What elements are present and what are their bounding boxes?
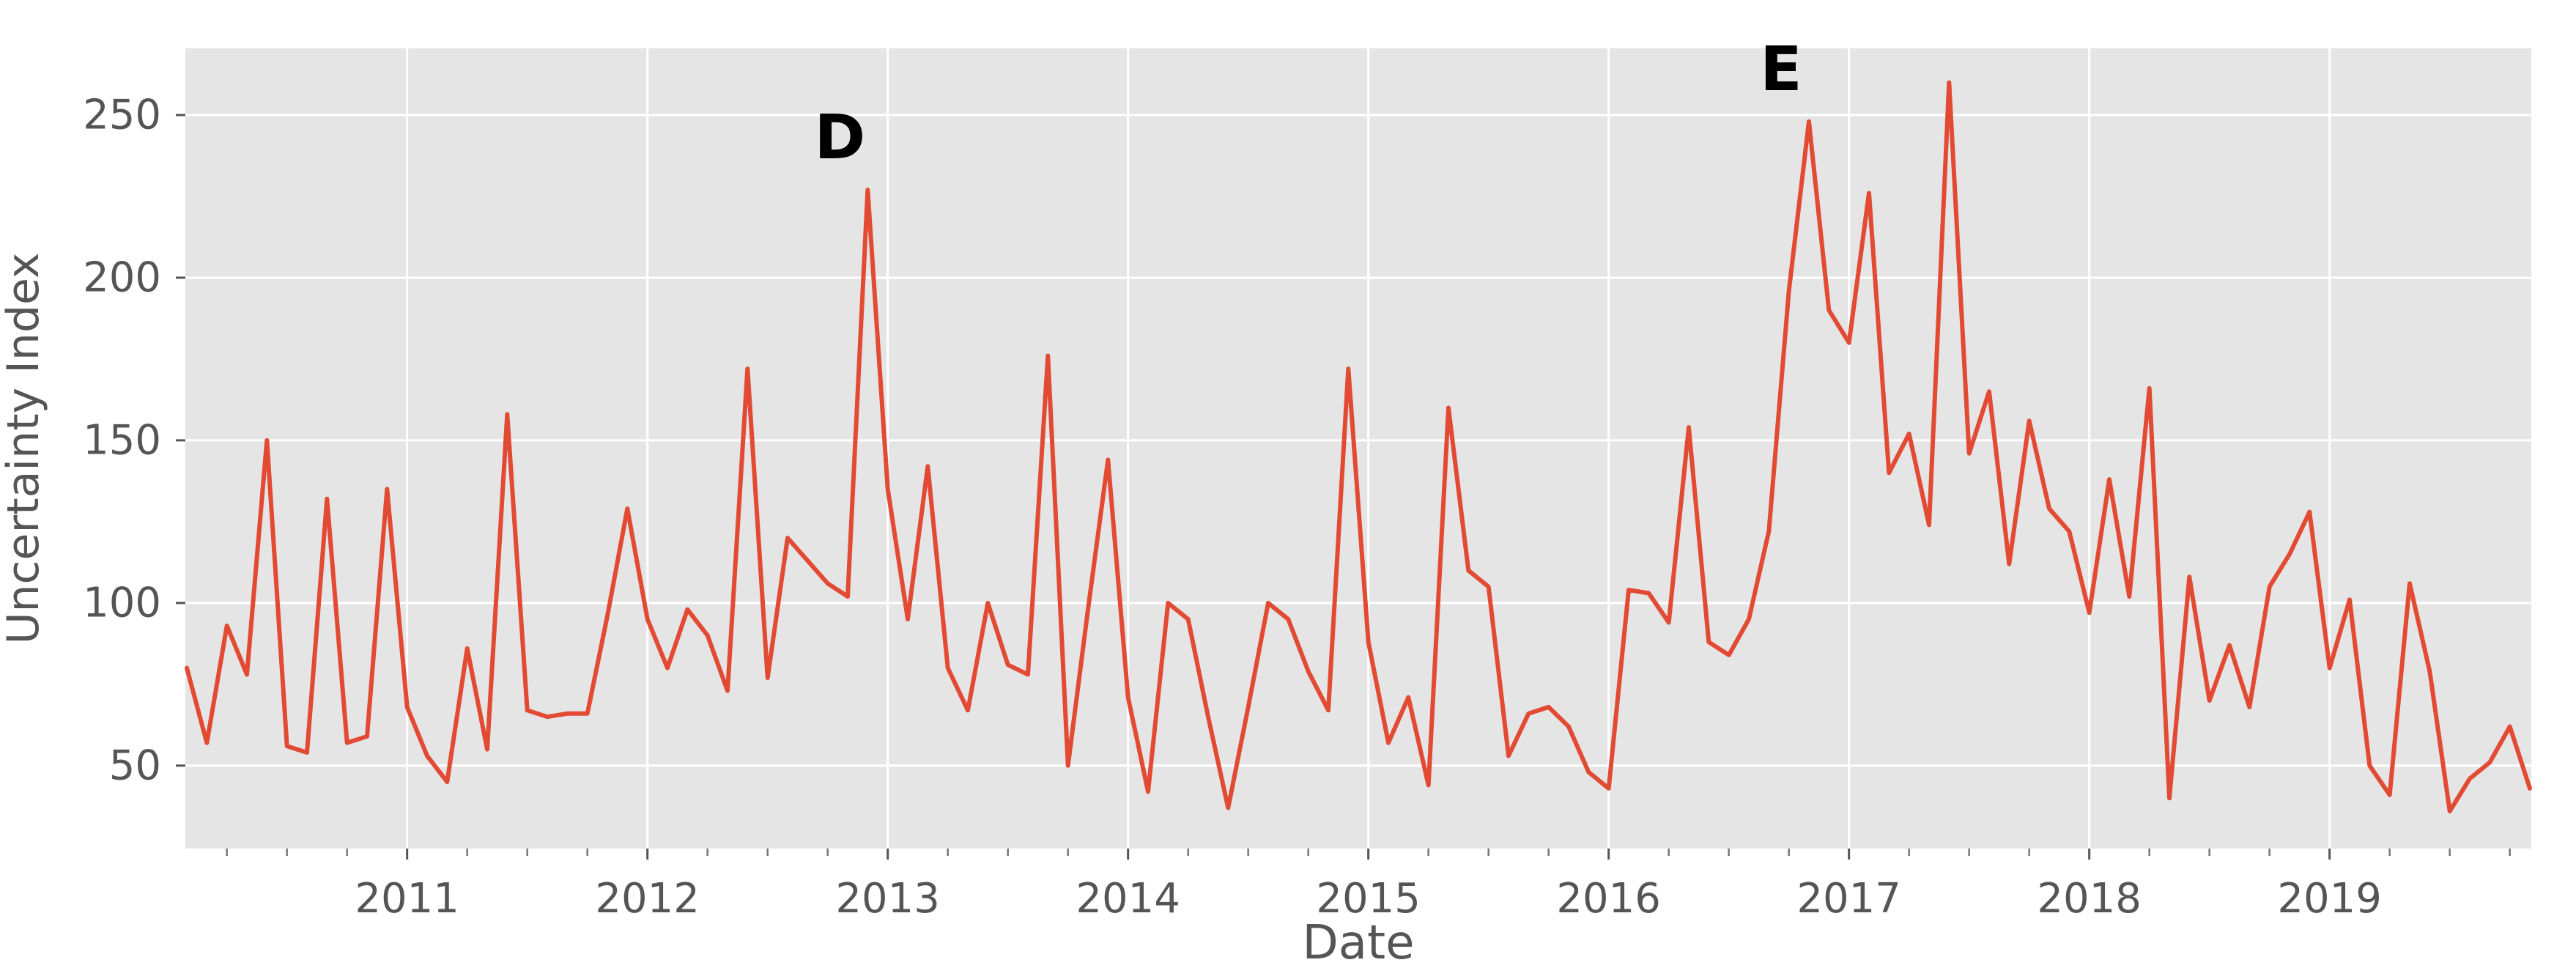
y-tick-label: 250 xyxy=(83,92,161,139)
x-tick-label: 2011 xyxy=(355,875,459,923)
plot-area xyxy=(185,48,2531,849)
x-tick-label: 2018 xyxy=(2037,875,2142,923)
annotation-d-label: D xyxy=(814,101,865,173)
x-axis-label: Date xyxy=(1303,916,1415,968)
uncertainty-index-line xyxy=(185,80,2532,813)
y-axis-label: Uncertainty Index xyxy=(0,253,49,645)
x-tick-label: 2014 xyxy=(1076,875,1180,923)
y-tick-label: 100 xyxy=(83,579,161,627)
annotation-e-label: E xyxy=(1760,33,1802,105)
y-tick-label: 200 xyxy=(83,254,161,301)
x-tick-label: 2019 xyxy=(2277,875,2382,923)
y-tick-label: 150 xyxy=(83,416,161,464)
x-tick-label: 2015 xyxy=(1316,875,1421,923)
x-tick-label: 2013 xyxy=(835,875,940,923)
x-tick-label: 2016 xyxy=(1556,875,1661,923)
x-tick-label: 2017 xyxy=(1796,875,1901,923)
x-tick-label: 2012 xyxy=(595,875,700,923)
y-tick-label: 50 xyxy=(109,742,161,789)
